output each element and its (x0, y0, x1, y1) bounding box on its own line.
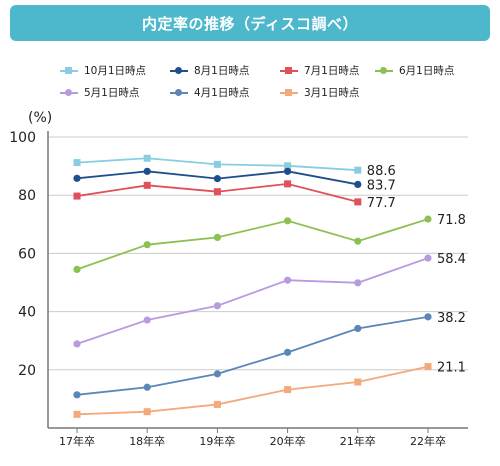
data-point (213, 400, 221, 408)
series-line-4 (76, 257, 429, 345)
data-point (73, 340, 81, 348)
legend-label: 4月1日時点 (194, 87, 250, 99)
data-point (73, 159, 81, 167)
data-point (73, 391, 81, 399)
legend-item: 7月1日時点 (280, 63, 359, 78)
legend-marker-icon (375, 66, 393, 76)
legend-item: 3月1日時点 (280, 85, 359, 100)
data-point (213, 370, 221, 378)
series-line-6 (76, 365, 429, 416)
legend-item: 6月1日時点 (375, 63, 454, 78)
data-point (354, 180, 362, 189)
data-point (354, 378, 362, 386)
y-tick-label: 60 (18, 246, 36, 262)
data-label: 58.4 (437, 252, 466, 267)
legend-item: 10月1日時点 (60, 63, 146, 78)
legend-marker-icon (280, 66, 298, 76)
data-point (354, 166, 362, 174)
legend-item: 4月1日時点 (170, 85, 249, 100)
data-point (213, 175, 221, 183)
series-line-3 (76, 218, 429, 271)
legend-marker-icon (170, 88, 188, 98)
x-tick-label: 20年卒 (270, 434, 306, 448)
data-point (143, 241, 151, 249)
data-point (213, 160, 221, 168)
data-label: 71.8 (437, 213, 466, 228)
y-tick-label: 100 (9, 130, 36, 146)
legend-label: 5月1日時点 (84, 87, 140, 99)
data-point (143, 167, 151, 175)
legend-label: 3月1日時点 (304, 87, 360, 99)
data-point (143, 408, 151, 416)
data-label: 77.7 (367, 196, 396, 211)
data-point (354, 324, 362, 333)
legend-label: 8月1日時点 (194, 65, 250, 77)
legend-marker-icon (280, 88, 298, 98)
data-point (284, 348, 292, 356)
data-point (284, 180, 292, 188)
data-point (354, 237, 362, 245)
data-label: 21.1 (437, 361, 466, 376)
y-tick-label: 80 (18, 188, 36, 204)
data-point (73, 192, 81, 200)
legend-marker-icon (60, 66, 78, 76)
data-point (424, 215, 432, 223)
data-point (143, 181, 151, 189)
data-point (143, 316, 151, 324)
y-tick-label: 20 (18, 363, 36, 379)
x-tick-label: 22年卒 (410, 434, 446, 448)
data-point (213, 233, 221, 241)
data-label: 83.7 (367, 178, 396, 193)
x-tick-label: 21年卒 (340, 434, 376, 448)
data-label: 88.6 (367, 164, 396, 179)
legend-marker-icon (60, 88, 78, 98)
legend-label: 10月1日時点 (84, 65, 147, 77)
data-point (284, 162, 292, 170)
legend-item: 8月1日時点 (170, 63, 249, 78)
legend-label: 6月1日時点 (399, 65, 455, 77)
chart-title: 内定率の推移（ディスコ調べ） (10, 5, 490, 41)
data-point (143, 154, 151, 162)
data-point (73, 410, 81, 418)
data-point (424, 254, 432, 262)
series-line-5 (76, 315, 429, 396)
data-point (354, 198, 362, 206)
data-point (213, 302, 221, 310)
data-point (143, 383, 151, 391)
legend-label: 7月1日時点 (304, 65, 360, 77)
data-point (284, 217, 292, 225)
x-tick-label: 18年卒 (129, 434, 165, 448)
data-point (73, 265, 81, 274)
x-tick-label: 19年卒 (199, 434, 235, 448)
x-tick-label: 17年卒 (59, 434, 95, 448)
data-label: 38.2 (437, 311, 466, 326)
data-point (284, 167, 292, 175)
data-point (424, 313, 432, 321)
y-axis-label: (%) (28, 110, 52, 126)
y-tick-label: 40 (18, 305, 36, 321)
legend-item: 5月1日時点 (60, 85, 139, 100)
data-point (354, 279, 362, 287)
data-point (213, 188, 221, 196)
data-point (284, 386, 292, 394)
data-point (424, 363, 432, 371)
data-point (284, 276, 292, 284)
legend-marker-icon (170, 66, 188, 76)
data-point (73, 174, 81, 182)
